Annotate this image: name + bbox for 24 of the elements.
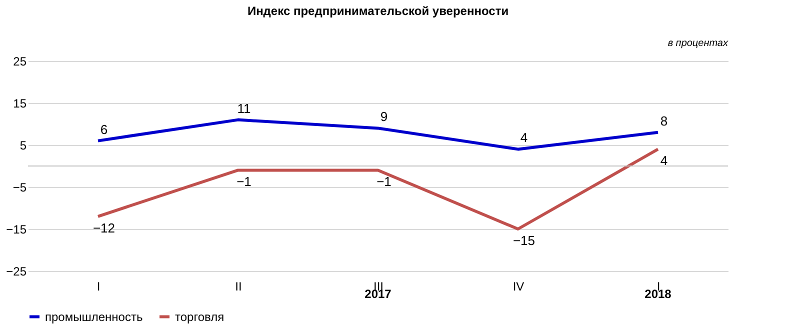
- data-label: 9: [380, 109, 388, 124]
- x-tick-label: II: [235, 280, 242, 294]
- y-tick-label: −5: [12, 180, 27, 194]
- data-label: 4: [520, 130, 528, 146]
- text: в процентах: [668, 38, 729, 49]
- y-tick-label: −25: [6, 264, 27, 278]
- data-label: −12: [92, 220, 116, 236]
- data-label: −1: [236, 174, 252, 190]
- data-label: 8: [660, 113, 668, 128]
- data-label: 4: [660, 153, 668, 168]
- data-label: 11: [237, 100, 251, 116]
- legend-label: промышленность: [45, 310, 143, 324]
- x-tick-label: I: [96, 280, 100, 294]
- x-tick-label: IV: [512, 280, 524, 294]
- text: 2018: [644, 287, 672, 301]
- y-tick-label: 5: [20, 138, 27, 152]
- legend-label: торговля: [175, 310, 224, 324]
- y-tick-label: 15: [13, 96, 27, 110]
- y-tick-label: 25: [13, 54, 27, 68]
- data-label: −15: [512, 233, 536, 248]
- data-label: −1: [376, 174, 392, 190]
- data-label: 6: [100, 122, 108, 137]
- chart-title: Индекс предпринимательской уверенности: [247, 4, 509, 18]
- y-tick-label: −15: [6, 222, 27, 236]
